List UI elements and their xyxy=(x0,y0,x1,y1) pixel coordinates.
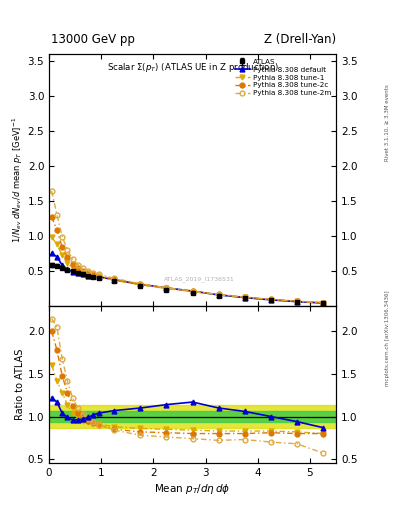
Pythia 8.308 default xyxy=(75,270,80,276)
Pythia 8.308 default xyxy=(70,268,75,274)
Pythia 8.308 default xyxy=(96,273,101,280)
Pythia 8.308 tune-2c xyxy=(164,285,169,291)
Pythia 8.308 tune-2m xyxy=(86,268,91,274)
Pythia 8.308 tune-2c xyxy=(242,294,247,300)
Pythia 8.308 default xyxy=(242,294,247,301)
Pythia 8.308 tune-1 xyxy=(321,300,325,306)
Pythia 8.308 tune-2m xyxy=(70,256,75,262)
Pythia 8.308 tune-2c xyxy=(81,268,85,274)
Pythia 8.308 tune-1 xyxy=(55,241,59,247)
Pythia 8.308 default xyxy=(91,273,96,279)
Text: Scalar $\Sigma(p_T)$ (ATLAS UE in Z production): Scalar $\Sigma(p_T)$ (ATLAS UE in Z prod… xyxy=(107,61,279,74)
Pythia 8.308 tune-2c xyxy=(138,281,143,287)
Pythia 8.308 tune-1 xyxy=(268,296,273,303)
Pythia 8.308 tune-1 xyxy=(164,285,169,291)
Pythia 8.308 tune-2m xyxy=(190,288,195,294)
Pythia 8.308 default xyxy=(60,262,64,268)
Pythia 8.308 tune-2c xyxy=(190,288,195,294)
Pythia 8.308 default xyxy=(112,276,117,283)
Pythia 8.308 default xyxy=(138,281,143,287)
Pythia 8.308 tune-1 xyxy=(242,294,247,301)
Pythia 8.308 tune-2c xyxy=(96,272,101,279)
Pythia 8.308 tune-2c xyxy=(216,291,221,297)
Pythia 8.308 default xyxy=(86,272,91,279)
Pythia 8.308 tune-1 xyxy=(81,270,85,276)
Pythia 8.308 tune-2m xyxy=(96,271,101,277)
Pythia 8.308 tune-1 xyxy=(60,252,64,259)
Line: Pythia 8.308 tune-2m: Pythia 8.308 tune-2m xyxy=(49,188,325,305)
Pythia 8.308 tune-2c xyxy=(70,261,75,267)
Pythia 8.308 default xyxy=(294,298,299,305)
Pythia 8.308 tune-2c xyxy=(65,254,70,260)
Pythia 8.308 default xyxy=(50,250,54,257)
Pythia 8.308 tune-1 xyxy=(112,277,117,283)
Pythia 8.308 tune-2c xyxy=(55,227,59,233)
Pythia 8.308 tune-2c xyxy=(50,214,54,220)
Pythia 8.308 tune-2c xyxy=(321,300,325,306)
Pythia 8.308 default xyxy=(190,288,195,294)
Legend: ATLAS, Pythia 8.308 default, Pythia 8.308 tune-1, Pythia 8.308 tune-2c, Pythia 8: ATLAS, Pythia 8.308 default, Pythia 8.30… xyxy=(234,57,332,98)
Text: 13000 GeV pp: 13000 GeV pp xyxy=(51,33,135,46)
Pythia 8.308 tune-1 xyxy=(294,298,299,304)
Pythia 8.308 tune-2m xyxy=(294,298,299,304)
Pythia 8.308 tune-2c xyxy=(75,265,80,271)
Pythia 8.308 tune-1 xyxy=(91,273,96,279)
Pythia 8.308 tune-1 xyxy=(138,282,143,288)
Pythia 8.308 tune-2m xyxy=(81,265,85,271)
Pythia 8.308 tune-1 xyxy=(96,274,101,280)
Pythia 8.308 default xyxy=(321,300,325,306)
Pythia 8.308 tune-2m xyxy=(55,212,59,218)
Line: Pythia 8.308 default: Pythia 8.308 default xyxy=(49,251,325,306)
Pythia 8.308 tune-1 xyxy=(216,292,221,298)
Pythia 8.308 tune-2m xyxy=(50,188,54,194)
Pythia 8.308 default xyxy=(81,271,85,278)
Pythia 8.308 tune-2c xyxy=(91,271,96,278)
Pythia 8.308 tune-2m xyxy=(138,281,143,287)
Pythia 8.308 default xyxy=(164,285,169,291)
Pythia 8.308 tune-2c xyxy=(86,270,91,276)
Pythia 8.308 tune-2c xyxy=(268,296,273,303)
Pythia 8.308 tune-2c xyxy=(112,276,117,283)
Text: Rivet 3.1.10, ≥ 3.3M events: Rivet 3.1.10, ≥ 3.3M events xyxy=(385,84,390,161)
Pythia 8.308 tune-1 xyxy=(86,272,91,278)
X-axis label: Mean $p_T/d\eta\,d\phi$: Mean $p_T/d\eta\,d\phi$ xyxy=(154,482,231,497)
Pythia 8.308 tune-2m xyxy=(75,262,80,268)
Line: Pythia 8.308 tune-1: Pythia 8.308 tune-1 xyxy=(49,235,325,305)
Pythia 8.308 tune-2m xyxy=(321,300,325,306)
Y-axis label: Ratio to ATLAS: Ratio to ATLAS xyxy=(15,349,25,420)
Text: mcplots.cern.ch [arXiv:1306.3436]: mcplots.cern.ch [arXiv:1306.3436] xyxy=(385,290,390,386)
Pythia 8.308 tune-1 xyxy=(190,289,195,295)
Pythia 8.308 tune-2c xyxy=(294,298,299,304)
Line: Pythia 8.308 tune-2c: Pythia 8.308 tune-2c xyxy=(49,215,325,305)
Pythia 8.308 tune-1 xyxy=(50,234,54,240)
Pythia 8.308 default xyxy=(268,297,273,303)
Pythia 8.308 tune-2m xyxy=(65,247,70,253)
Pythia 8.308 default xyxy=(65,266,70,272)
Pythia 8.308 tune-2m xyxy=(112,275,117,282)
Pythia 8.308 tune-1 xyxy=(65,260,70,266)
Pythia 8.308 default xyxy=(55,254,59,260)
Pythia 8.308 tune-2m xyxy=(216,291,221,297)
Pythia 8.308 tune-1 xyxy=(70,265,75,271)
Pythia 8.308 tune-2m xyxy=(91,270,96,276)
Text: Z (Drell-Yan): Z (Drell-Yan) xyxy=(264,33,336,46)
Y-axis label: $1/N_{ev}$ $dN_{ev}/d$ mean $p_T$ [GeV]$^{-1}$: $1/N_{ev}$ $dN_{ev}/d$ mean $p_T$ [GeV]$… xyxy=(11,117,25,243)
Pythia 8.308 tune-2m xyxy=(164,285,169,291)
Pythia 8.308 tune-2m xyxy=(268,296,273,303)
Pythia 8.308 tune-2c xyxy=(60,244,64,250)
Text: ATLAS_2019_I1736531: ATLAS_2019_I1736531 xyxy=(164,276,235,282)
Pythia 8.308 tune-2m xyxy=(242,294,247,300)
Pythia 8.308 default xyxy=(216,292,221,298)
Pythia 8.308 tune-1 xyxy=(75,268,80,274)
Pythia 8.308 tune-2m xyxy=(60,233,64,240)
